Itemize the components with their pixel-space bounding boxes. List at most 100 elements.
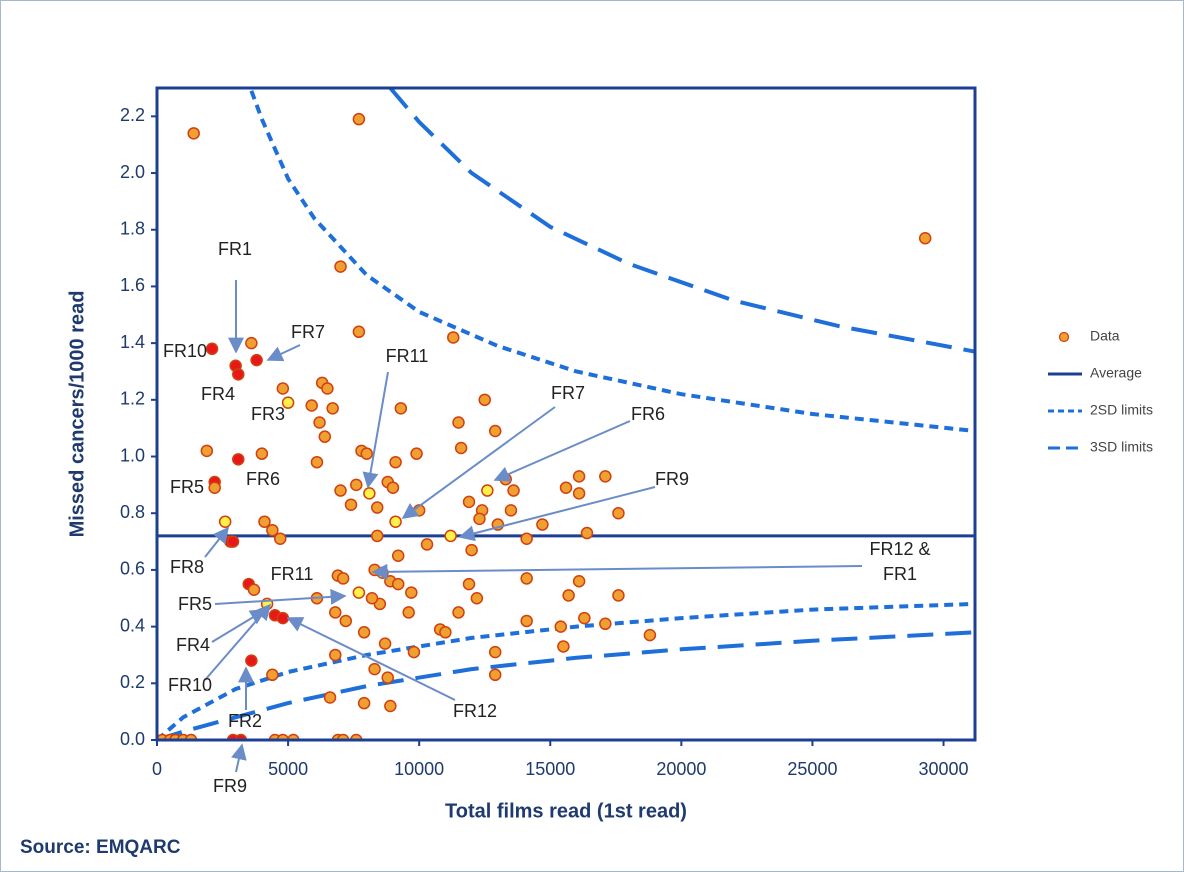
y-tick-label: 0.6 [120,559,145,579]
legend-label: Data [1090,328,1120,344]
y-tick-label: 1.6 [120,275,145,295]
data-point [454,441,468,455]
source: Source: EMQARC [20,837,181,858]
data-point [391,549,405,562]
annotation: FR10 [168,675,212,695]
annotation: FR9 [213,776,247,796]
data-point [520,614,533,628]
data-point [334,484,347,497]
x-tick-label: 15000 [525,759,575,779]
data-point [520,572,533,585]
data-point [452,416,465,429]
data-point [318,430,332,443]
y-tick-label: 1.4 [120,332,145,352]
annotation-arrow [266,344,301,362]
data-point [410,447,423,460]
data-point [250,353,263,367]
data-point [386,481,400,494]
annotation: FR6 [631,404,665,424]
y-axis-title: Missed cancers/1000 read [66,291,88,538]
data-point [326,402,339,415]
x-tick-label: 20000 [656,759,706,779]
x-tick-label: 5000 [268,759,308,779]
data-point [247,583,261,597]
data-point [462,577,476,591]
annotation: FR5 [170,477,204,497]
data-point [258,515,271,528]
data-point [389,455,402,469]
data-point [352,325,366,339]
annotation: FR1 [218,239,252,259]
y-tick-label: 0.8 [120,502,145,522]
data-point [208,481,221,494]
data-point [381,671,394,684]
data-point [370,501,384,514]
data-point [572,487,586,500]
annotation: FR12 & [869,539,930,559]
x-tick-label: 30000 [919,759,969,779]
data-point [918,231,932,245]
data-point [420,538,434,551]
data-point [218,515,232,528]
annotation-arrow [493,420,631,482]
annotation: FR3 [251,404,285,424]
data-point [281,396,295,409]
data-point [599,470,612,483]
data-point [572,575,586,588]
data-point [276,611,290,625]
data-point [612,506,625,520]
annotation-arrow [204,526,229,558]
annotation: FR2 [228,711,262,731]
annotation: FR11 [271,564,314,584]
data-point [536,518,549,531]
data-point [276,382,290,395]
data-point [329,648,342,662]
data-point [305,399,318,412]
legend-marker [1058,331,1070,343]
legend-label: Average [1090,365,1142,381]
data-point [321,382,334,395]
data-point [205,342,219,356]
annotation: FR9 [655,469,689,489]
data-point [273,532,287,545]
data-point [559,481,573,494]
data-point [323,691,337,704]
annotation-arrow [286,617,456,701]
data-point [562,589,575,602]
data-point [465,543,478,557]
data-point [357,696,371,710]
data-point [520,532,533,545]
data-point [578,611,591,625]
data-point [481,484,494,497]
data-point [368,662,381,676]
data-point [370,529,384,543]
series-line [157,90,975,740]
y-tick-label: 2.2 [120,105,145,125]
data-point [470,592,484,605]
data-point [389,515,402,528]
annotation-arrow [401,406,556,519]
data-point [478,393,491,407]
data-point [360,447,373,460]
annotation: FR10 [163,341,207,361]
series-line [157,88,975,740]
annotation: FR4 [201,384,235,404]
data-point [232,368,245,381]
annotation: FR11 [386,346,429,366]
data-point [334,260,347,273]
legend-label: 2SD limits [1090,402,1153,418]
data-point [363,487,376,500]
data-point [447,331,460,344]
annotation: FR5 [178,594,212,614]
data-point [384,699,397,713]
data-point [310,455,324,469]
data-point [444,529,457,543]
data-point [266,523,279,537]
data-point [439,626,452,639]
annotation-arrow [231,743,247,773]
x-tick-label: 0 [152,759,162,779]
data-point [407,645,421,659]
annotation: FR6 [246,469,280,489]
y-tick-label: 0.2 [120,672,145,692]
